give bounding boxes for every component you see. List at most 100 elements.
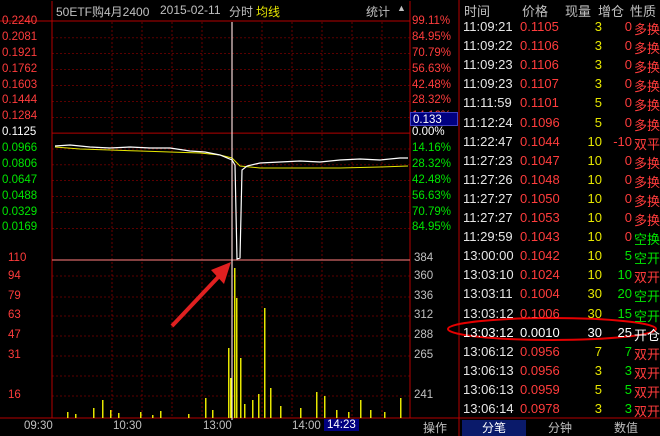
trade-change: 0 <box>624 152 632 168</box>
trade-change: 10 <box>617 267 632 283</box>
percent-tick: 0.00% <box>412 126 445 139</box>
volume-tick: 94 <box>8 270 21 282</box>
trade-nature: 空开 <box>634 308 660 324</box>
average-price-line <box>54 146 409 169</box>
trade-volume: 10 <box>587 152 602 168</box>
trade-time: 13:00:00 <box>463 248 514 264</box>
trade-volume: 3 <box>594 57 602 73</box>
panel-tab-bar: 操作 分笔 分钟 数值 <box>410 420 660 436</box>
trade-row: 11:09:22 0.1106 3 0 多换 <box>460 37 660 56</box>
tab-values[interactable]: 数值 <box>613 421 638 435</box>
col-header-price: 价格 <box>522 4 549 19</box>
tab-ticks[interactable]: 分笔 <box>462 420 526 436</box>
price-tick: 0.1603 <box>2 78 38 91</box>
trade-time: 11:29:59 <box>463 229 513 245</box>
cursor-time-box: 14:23 <box>324 419 359 431</box>
trade-change: 0 <box>624 76 632 92</box>
trade-price: 0.0959 <box>520 381 560 397</box>
trade-price: 0.1107 <box>520 76 559 92</box>
trade-volume: 3 <box>594 19 602 34</box>
volume-bar <box>75 414 77 418</box>
volume-bar <box>336 410 338 418</box>
volume-bar <box>228 348 230 418</box>
col-header-volume: 现量 <box>565 4 592 19</box>
trade-price: 0.1047 <box>520 152 560 168</box>
price-tick: 0.0169 <box>2 221 38 234</box>
volume-tick: 31 <box>8 349 21 361</box>
current-price-box: 0.133 <box>410 112 458 126</box>
trade-nature: 多换 <box>634 98 660 114</box>
volume-bar <box>316 392 318 418</box>
trade-price: 0.1106 <box>520 38 559 54</box>
trade-time: 13:03:10 <box>463 267 514 283</box>
stats-button[interactable]: 统计 <box>366 5 391 19</box>
volume-bar <box>188 414 190 418</box>
volume-bar <box>280 406 282 418</box>
trade-price: 0.0956 <box>520 362 560 378</box>
percent-tick: 56.63% <box>412 189 452 202</box>
trade-change: 0 <box>624 38 632 54</box>
trade-volume: 30 <box>587 286 602 302</box>
trade-volume: 3 <box>594 38 602 54</box>
volume-tick: 265 <box>414 349 434 361</box>
trade-price: 0.1053 <box>520 210 560 225</box>
time-tick: 09:30 <box>24 420 53 432</box>
trade-time: 11:11:59 <box>463 95 512 111</box>
trade-nature: 空开 <box>634 251 660 267</box>
trade-change: 5 <box>624 248 632 264</box>
trade-nature: 空换 <box>634 232 660 248</box>
trade-time: 11:27:27 <box>463 190 513 206</box>
trade-price: 0.1096 <box>520 114 560 130</box>
trade-change: 0 <box>624 171 632 187</box>
trade-row: 11:11:59 0.1101 5 0 多换 <box>460 94 660 114</box>
price-tick: 0.1762 <box>2 62 38 75</box>
price-tick: 0.0329 <box>2 205 38 218</box>
trade-row: 13:06:14 0.0978 3 3 双开 <box>460 400 660 419</box>
volume-bar <box>67 412 69 418</box>
tab-minutes[interactable]: 分钟 <box>547 421 572 435</box>
trade-volume: 10 <box>587 190 602 206</box>
trade-change: 3 <box>624 362 632 378</box>
trade-row: 11:09:23 0.1106 3 0 多换 <box>460 56 660 75</box>
trade-volume: 3 <box>594 401 602 416</box>
trade-volume: 30 <box>587 305 602 321</box>
trade-row: 11:27:27 0.1050 10 0 多换 <box>460 190 660 209</box>
volume-bar <box>118 413 120 418</box>
trade-price: 0.0978 <box>520 401 560 416</box>
trade-row: 13:06:13 0.0959 5 5 双开 <box>460 381 660 400</box>
trade-nature: 双开 <box>634 404 660 419</box>
time-tick: 13:00 <box>203 420 232 432</box>
tab-operation[interactable]: 操作 <box>422 421 447 435</box>
trade-nature: 多换 <box>634 213 660 228</box>
trade-volume: 10 <box>587 248 602 264</box>
trade-time: 13:06:13 <box>463 381 514 397</box>
trade-volume: 5 <box>594 381 602 397</box>
trade-nature: 多换 <box>634 117 660 133</box>
percent-tick: 14.16% <box>412 142 452 154</box>
trade-change: 3 <box>624 401 632 416</box>
trade-nature: 空开 <box>634 289 660 305</box>
trade-nature: 双开 <box>634 365 660 381</box>
price-tick: 0.0966 <box>2 142 38 154</box>
trade-time: 13:06:12 <box>463 343 514 359</box>
trade-volume: 10 <box>587 133 602 149</box>
trade-time: 11:27:26 <box>463 171 513 187</box>
trade-volume: 3 <box>594 76 602 92</box>
price-line <box>54 144 408 260</box>
expand-icon[interactable]: ▲ <box>397 3 406 13</box>
trade-time: 11:09:23 <box>463 57 513 73</box>
trade-row: 13:03:11 0.1004 30 20 空开 <box>460 285 660 305</box>
price-tick: 0.1284 <box>2 110 38 123</box>
trade-time: 11:27:27 <box>463 210 513 225</box>
trade-volume: 10 <box>587 267 602 283</box>
volume-bar <box>205 398 207 418</box>
trade-price: 0.1101 <box>520 95 559 111</box>
trade-price: 0.1004 <box>520 286 560 302</box>
volume-tick: 47 <box>8 329 21 341</box>
volume-bars <box>67 268 402 418</box>
percent-tick: 28.32% <box>412 94 452 107</box>
trade-volume: 5 <box>594 114 602 130</box>
highlight-circle <box>447 317 657 341</box>
chart-mode: 分时 <box>229 5 254 19</box>
